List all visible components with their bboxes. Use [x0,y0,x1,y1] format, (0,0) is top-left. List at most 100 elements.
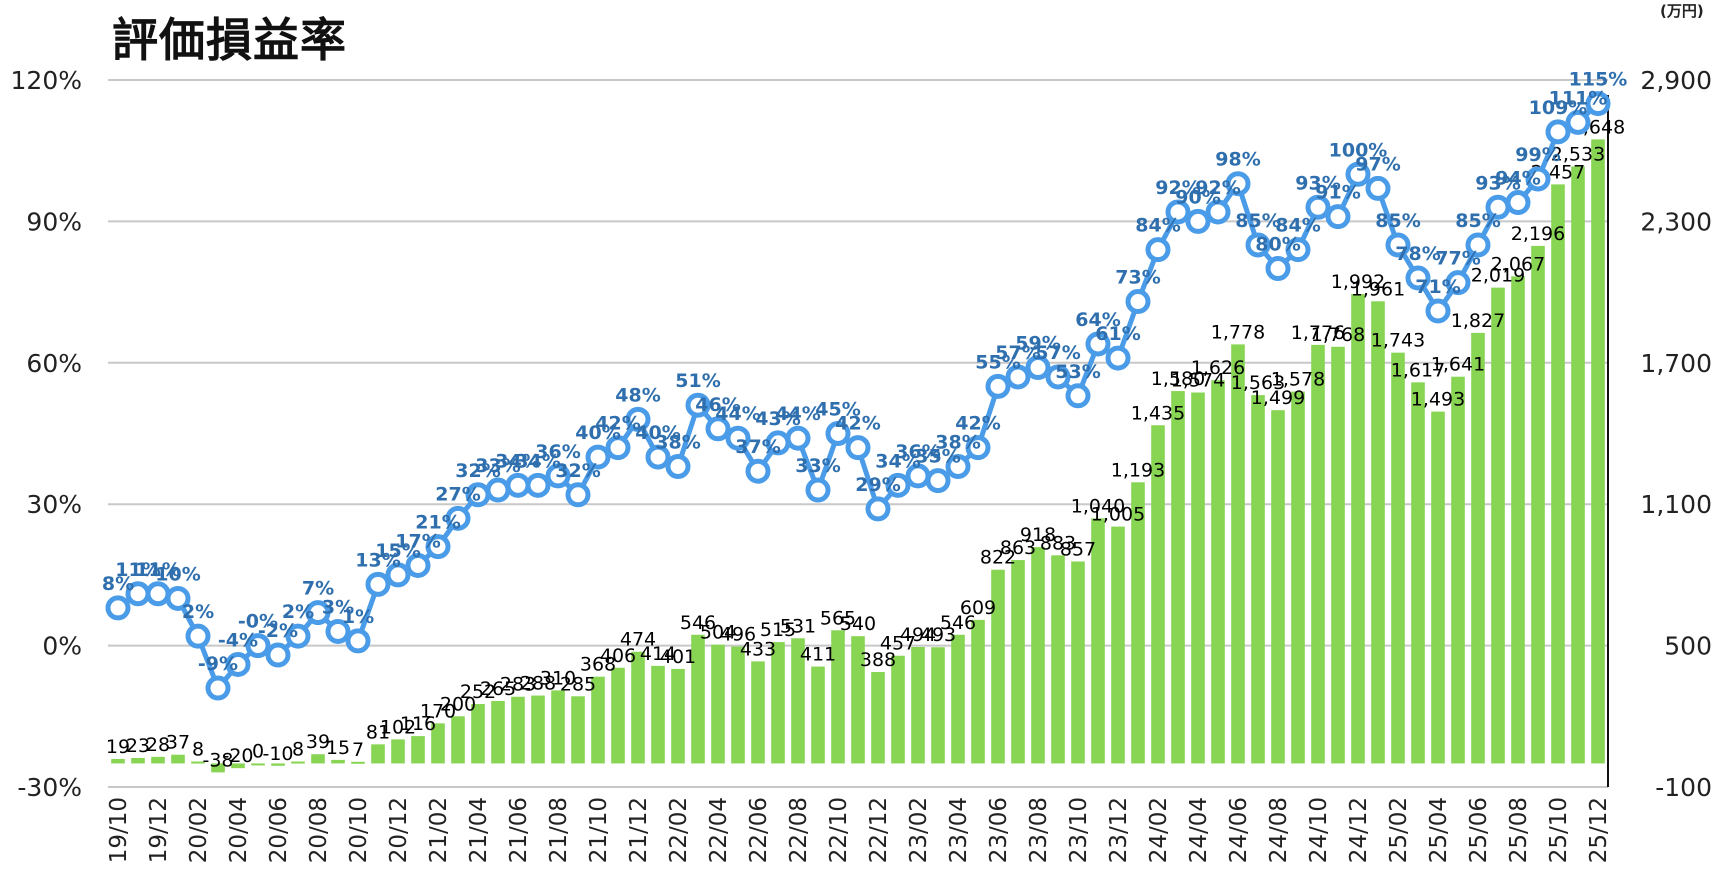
line-point-marker [1125,289,1151,315]
line-point-marker [1145,237,1171,263]
line-value-label: 7% [302,578,334,600]
line-point-marker [925,468,951,494]
bar-value-label: 546 [940,612,976,634]
line-value-label: 37% [735,436,780,458]
line-value-label: 44% [775,403,820,425]
bar [391,739,405,764]
bar-value-label: 2,067 [1491,253,1545,275]
bar-value-label: 7 [352,739,364,761]
bar-value-label: 411 [800,644,836,666]
bar [1311,344,1325,764]
line-point-marker [345,628,371,654]
bar [1091,518,1105,764]
bar [791,638,805,764]
line-value-label: 3% [322,596,354,618]
bar-value-label: 28 [146,734,170,756]
bar [851,636,865,764]
line-value-label: 29% [855,474,900,496]
bar [511,696,525,764]
bar [1531,245,1545,764]
line-point-marker [865,496,891,522]
x-axis-tick-label: 22/12 [866,797,892,863]
line-value-label: 34% [495,450,540,472]
line-point-marker [945,453,971,479]
line-value-label: 48% [615,384,660,406]
bar [991,569,1005,764]
x-axis-tick-label: 24/10 [1306,797,1332,863]
line-value-label: 90% [1175,186,1220,208]
line-point-marker [425,534,451,560]
line-point-marker [325,618,351,644]
line-value-label: 45% [815,399,860,421]
x-axis-tick-label: 20/10 [346,797,372,863]
line-value-label: 100% [1329,139,1388,161]
bar-value-label: 1,626 [1191,357,1245,379]
bar [591,676,605,764]
line-point-marker [405,552,431,578]
bar [1271,410,1285,764]
bar-value-label: 283 [500,674,536,696]
bar [691,634,705,764]
line-value-label: 32% [555,460,600,482]
line-point-marker [1185,208,1211,234]
bar-value-label: 1,493 [1411,389,1465,411]
x-axis-tick-label: 25/02 [1386,797,1412,863]
bar-value-label: 1,580 [1151,368,1205,390]
right-axis-tick-label: 2,300 [1640,207,1712,236]
line-value-label: 51% [675,370,720,392]
line-value-label: -9% [198,653,238,675]
bar [331,759,345,764]
bar-value-label: 883 [1040,532,1076,554]
line-value-label: 98% [1215,149,1260,171]
line-point-marker [1525,166,1551,192]
line-value-label: 32% [455,460,500,482]
line-value-label: 97% [1355,153,1400,175]
left-axis-tick-label: 30% [26,490,82,519]
line-point-marker [645,444,671,470]
bar-value-label: 19 [106,736,130,758]
line-value-label: 17% [395,530,440,552]
line-value-label: 115% [1569,69,1628,91]
x-axis-tick-label: 21/06 [506,797,532,863]
bar [1131,482,1145,764]
bar [1231,344,1245,764]
line-point-marker [985,373,1011,399]
bar [1331,346,1345,764]
bar-value-label: 2,196 [1511,223,1565,245]
bar-value-label: 414 [640,643,676,665]
line-value-label: 38% [655,431,700,453]
line-point-marker [1165,199,1191,225]
x-axis-tick-label: 22/02 [666,797,692,863]
line-point-marker [845,435,871,461]
right-axis-unit-label: (万円) [1660,2,1704,20]
line-point-marker [1425,298,1451,324]
bar [111,758,125,764]
bar-value-label: 609 [960,597,996,619]
bar [131,758,145,764]
right-axis-tick-label: 500 [1664,632,1712,661]
bar [1051,555,1065,764]
bar-value-label: 1,827 [1451,310,1505,332]
x-axis-tick-label: 23/02 [906,797,932,863]
bar-value-label: 102 [380,716,416,738]
bar-value-label: 1,435 [1131,402,1185,424]
bar-value-label: 493 [920,624,956,646]
bar-value-label: -10 [262,743,293,765]
bar [471,704,485,764]
bar-value-label: 1,193 [1111,459,1165,481]
bar-value-label: 433 [740,638,776,660]
bar [731,646,745,764]
line-value-label: 33% [795,455,840,477]
bar [171,754,185,764]
bar-value-label: 857 [1060,538,1096,560]
bar [1071,561,1085,764]
bar [1191,392,1205,764]
bar [1471,332,1485,764]
line-value-label: 15% [375,540,420,562]
x-axis-tick-label: 25/12 [1586,797,1612,863]
bar-value-label: 1,641 [1431,354,1485,376]
bar-value-label: -20 [222,745,253,767]
bar-value-label: 457 [880,633,916,655]
line-point-marker [1325,204,1351,230]
line-value-label: 92% [1195,177,1240,199]
